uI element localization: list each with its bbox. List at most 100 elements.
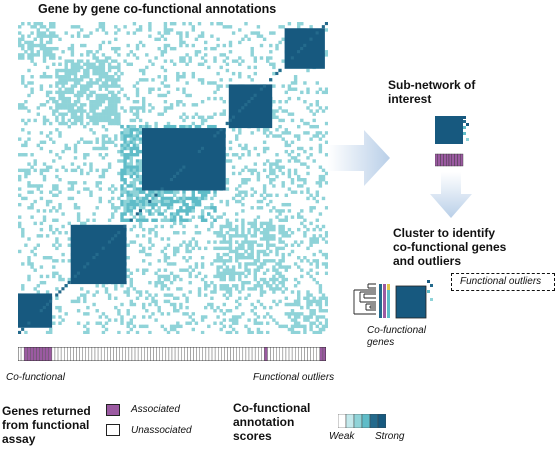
- matrix-cell: [89, 109, 93, 113]
- cluster-title: Cluster to identify co-functional genes …: [393, 226, 506, 268]
- matrix-cell: [318, 321, 323, 325]
- matrix-cell: [21, 287, 25, 291]
- matrix-cell: [222, 324, 226, 329]
- matrix-cell: [157, 87, 161, 91]
- matrix-diagonal-cell: [169, 178, 173, 182]
- matrix-cell: [135, 159, 140, 163]
- matrix-cell: [275, 193, 279, 198]
- matrix-cell: [123, 159, 127, 163]
- matrix-cell: [73, 109, 78, 113]
- matrix-cell: [250, 206, 254, 210]
- matrix-diagonal-cell: [250, 96, 254, 100]
- matrix-cell: [231, 321, 236, 325]
- matrix-cell: [52, 22, 56, 26]
- matrix-cell: [324, 262, 328, 266]
- matrix-cell: [151, 202, 155, 207]
- bar-gene-cell: [48, 347, 53, 361]
- bar-gene-cell: [224, 347, 228, 361]
- matrix-cell: [61, 106, 65, 110]
- bar-gene-cell: [36, 347, 40, 361]
- matrix-cell: [138, 165, 143, 169]
- matrix-cell: [132, 287, 137, 291]
- matrix-cell: [160, 202, 164, 207]
- matrix-cell: [315, 190, 319, 194]
- bar-gene-cell: [171, 347, 176, 361]
- matrix-cell: [262, 271, 267, 276]
- matrix-cell: [24, 50, 28, 54]
- matrix-cell: [27, 262, 31, 266]
- matrix-cell: [151, 299, 155, 304]
- matrix-cell: [36, 290, 40, 294]
- matrix-cell: [126, 96, 130, 101]
- matrix-cell: [80, 109, 84, 113]
- bar-gene-cell: [125, 347, 130, 361]
- matrix-cell: [18, 40, 22, 45]
- matrix-cell: [21, 56, 25, 60]
- matrix-cell: [148, 240, 152, 244]
- matrix-cell: [269, 243, 273, 247]
- matrix-cell: [148, 262, 152, 266]
- matrix-cell: [194, 124, 199, 129]
- matrix-cell: [315, 237, 319, 241]
- matrix-cell: [83, 156, 87, 160]
- matrix-cell: [55, 168, 59, 173]
- matrix-cell: [101, 93, 106, 98]
- matrix-cell: [70, 50, 75, 54]
- unassociated-label: Unassociated: [131, 425, 192, 436]
- matrix-cell: [194, 196, 199, 201]
- matrix-cell: [306, 302, 310, 307]
- matrix-cell: [241, 224, 245, 229]
- matrix-cell: [49, 327, 53, 332]
- matrix-cell: [18, 25, 22, 29]
- matrix-cell: [222, 302, 226, 307]
- matrix-cell: [262, 184, 267, 188]
- matrix-cell: [197, 199, 202, 204]
- matrix-cell: [284, 202, 288, 207]
- matrix-cell: [231, 165, 236, 169]
- matrix-cell: [129, 184, 133, 188]
- matrix-cell: [129, 134, 133, 138]
- matrix-cell: [169, 106, 174, 110]
- bar-gene-cell: [57, 347, 62, 361]
- matrix-diagonal-cell: [176, 171, 180, 175]
- matrix-cell: [253, 268, 257, 272]
- matrix-cell: [250, 50, 254, 54]
- matrix-cell: [244, 265, 248, 269]
- matrix-cell: [111, 206, 115, 210]
- matrix-cell: [67, 78, 71, 82]
- matrix-cell: [315, 262, 319, 266]
- matrix-cell: [194, 202, 199, 207]
- matrix-cell: [27, 237, 31, 241]
- matrix-cell: [95, 115, 99, 120]
- matrix-cell: [135, 162, 140, 166]
- matrix-cell: [256, 315, 261, 319]
- matrix-cell: [36, 106, 40, 110]
- matrix-cell: [213, 190, 217, 194]
- matrix-cell: [284, 218, 288, 222]
- matrix-cell: [228, 159, 233, 163]
- matrix-diagonal-cell: [61, 287, 65, 291]
- matrix-cell: [278, 25, 282, 29]
- matrix-cell: [253, 287, 257, 291]
- matrix-cell: [117, 330, 121, 334]
- matrix-cell: [228, 324, 233, 329]
- scores-title-line-3: scores: [233, 429, 272, 443]
- matrix-cell: [182, 87, 186, 91]
- bar-gene-cell: [233, 347, 237, 361]
- matrix-diagonal-cell: [73, 274, 77, 278]
- matrix-cell: [321, 134, 326, 138]
- matrix-cell: [228, 268, 233, 272]
- matrix-cell: [176, 287, 180, 291]
- matrix-cell: [297, 290, 301, 294]
- matrix-cell: [111, 118, 115, 123]
- matrix-cell: [27, 137, 31, 141]
- matrix-cell: [135, 100, 140, 104]
- matrix-cell: [219, 78, 223, 82]
- matrix-cell: [129, 280, 133, 285]
- matrix-cell: [148, 103, 152, 107]
- matrix-cell: [287, 209, 292, 213]
- matrix-cell: [293, 315, 298, 319]
- matrix-cell: [157, 75, 161, 79]
- functional-assay-bar: [18, 347, 326, 361]
- matrix-cell: [253, 71, 257, 76]
